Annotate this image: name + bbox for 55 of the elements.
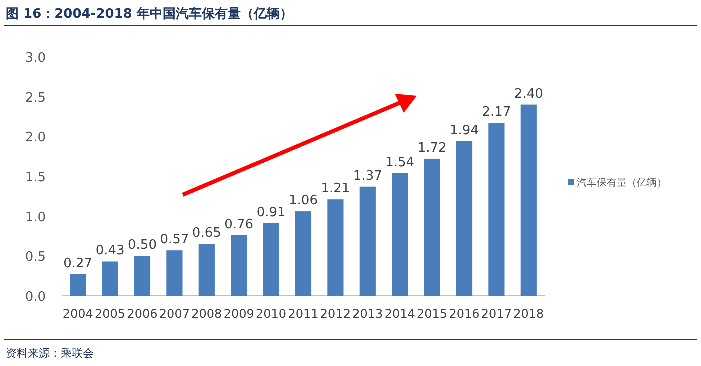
- bar: [70, 274, 86, 296]
- x-tick-label: 2015: [417, 307, 448, 321]
- bar: [520, 104, 537, 296]
- data-label: 2.40: [514, 86, 544, 102]
- y-tick-label: 2.0: [25, 130, 46, 146]
- x-tick-label: 2017: [481, 307, 512, 321]
- data-label: 0.43: [96, 244, 125, 259]
- data-label: 1.94: [450, 123, 479, 138]
- bar: [102, 262, 118, 296]
- x-tick-label: 2011: [288, 307, 319, 321]
- y-tick-label: 0.5: [25, 250, 46, 266]
- x-tick-label: 2018: [514, 307, 544, 321]
- y-tick-label: 1.0: [25, 210, 46, 226]
- bar: [134, 256, 151, 296]
- bar: [328, 200, 344, 296]
- text: 资料来源：乘联会: [6, 347, 94, 360]
- x-tick-label: 2004: [62, 307, 94, 321]
- bar: [166, 250, 183, 296]
- bar: [456, 141, 473, 296]
- x-tick-label: 2014: [384, 307, 416, 321]
- x-tick-label: 2013: [352, 307, 384, 321]
- y-tick-label: 0.0: [25, 290, 46, 305]
- data-label: 0.27: [64, 256, 93, 272]
- bar: [488, 123, 505, 296]
- x-tick-label: 2009: [224, 307, 254, 321]
- x-tick-label: 2005: [95, 307, 126, 321]
- legend-label: 汽车保有量（亿辆）: [577, 177, 667, 189]
- data-label: 0.65: [192, 226, 222, 242]
- data-label: 0.76: [224, 217, 254, 232]
- data-label: 1.72: [418, 140, 447, 156]
- bar: [231, 235, 248, 296]
- bar: [360, 186, 376, 296]
- x-tick-label: 2010: [256, 307, 287, 321]
- y-tick-label: 1.5: [25, 170, 46, 186]
- bar: [424, 158, 440, 296]
- bar: [392, 173, 408, 296]
- x-tick-label: 2008: [192, 307, 222, 321]
- x-tick-label: 2016: [449, 307, 480, 321]
- chart-title: 图 16：2004-2018 年中国汽车保有量（亿辆）: [6, 6, 293, 22]
- bar: [263, 224, 280, 296]
- data-label: 0.57: [160, 232, 190, 248]
- x-tick-label: 2012: [320, 307, 351, 321]
- y-tick-label: 2.5: [25, 90, 46, 106]
- y-tick-label: 3.0: [25, 51, 46, 66]
- data-label: 0.91: [256, 206, 286, 221]
- data-label: 1.06: [289, 194, 318, 209]
- data-label: 1.54: [386, 155, 415, 170]
- data-label: 0.50: [128, 238, 157, 254]
- x-tick-label: 2006: [127, 307, 158, 321]
- data-label: 2.17: [482, 105, 512, 120]
- data-label: 1.37: [353, 168, 382, 184]
- x-tick-label: 2007: [159, 307, 190, 321]
- data-label: 1.21: [321, 182, 350, 197]
- bar: [295, 212, 312, 296]
- bar: [198, 244, 215, 296]
